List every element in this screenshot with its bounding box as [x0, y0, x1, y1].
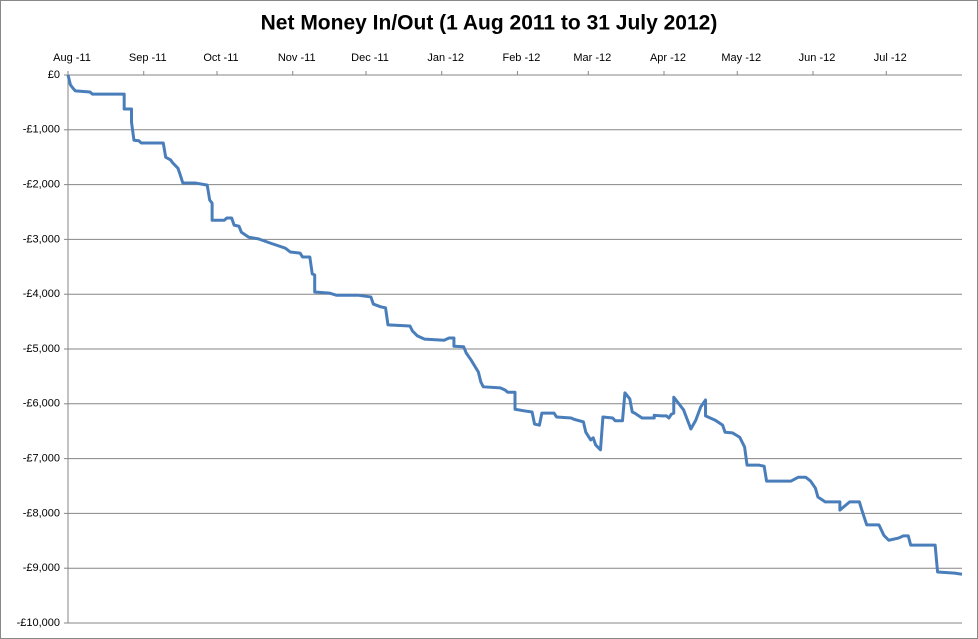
x-tick-label: Feb -12 — [502, 52, 540, 64]
x-tick-label: Mar -12 — [573, 52, 611, 64]
y-tick-label: -£3,000 — [23, 233, 60, 245]
x-tick-label: Aug -11 — [53, 52, 91, 64]
chart-title: Net Money In/Out (1 Aug 2011 to 31 July … — [261, 12, 718, 35]
y-tick-label: -£5,000 — [23, 343, 60, 355]
x-tick-label: Jan -12 — [427, 52, 464, 64]
x-tick-label: May -12 — [721, 52, 761, 64]
y-tick-label: -£1,000 — [23, 124, 60, 136]
y-tick-label: £0 — [48, 69, 60, 81]
data-line — [66, 74, 963, 576]
x-tick-label: Sep -11 — [129, 52, 167, 64]
x-tick-label: Nov -11 — [278, 52, 316, 64]
y-tick-label: -£10,000 — [17, 617, 60, 629]
y-tick-label: -£9,000 — [23, 562, 60, 574]
x-tick-label: Jul -12 — [874, 52, 907, 64]
y-tick-label: -£4,000 — [23, 288, 60, 300]
x-tick-label: Oct -11 — [203, 52, 238, 64]
x-tick-label: Jun -12 — [799, 52, 836, 64]
y-tick-label: -£7,000 — [23, 453, 60, 465]
x-tick-label: Dec -11 — [351, 52, 389, 64]
y-tick-label: -£2,000 — [23, 179, 60, 191]
y-tick-label: -£8,000 — [23, 507, 60, 519]
x-tick-label: Apr -12 — [650, 52, 686, 64]
y-tick-label: -£6,000 — [23, 398, 60, 410]
